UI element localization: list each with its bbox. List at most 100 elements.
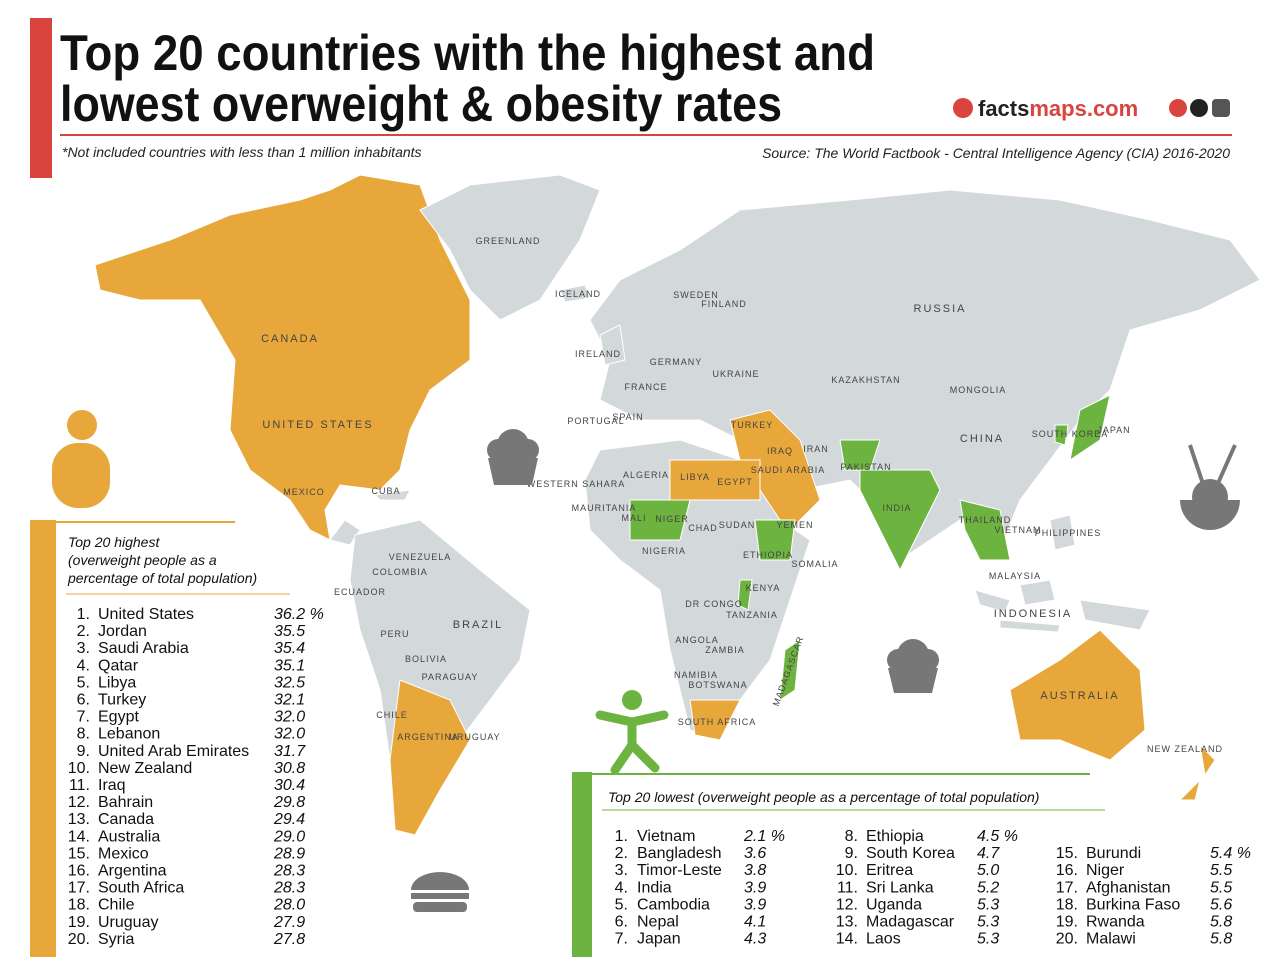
eurasia bbox=[589, 189, 1261, 561]
country: Libya bbox=[98, 674, 136, 691]
map-label: SWEDEN bbox=[673, 290, 719, 300]
map-label: BRAZIL bbox=[453, 619, 504, 631]
rank: 4. bbox=[77, 657, 90, 674]
country: Argentina bbox=[98, 863, 167, 880]
rank: 12. bbox=[836, 896, 858, 913]
cupcake-icon bbox=[887, 639, 939, 693]
north-africa-high bbox=[669, 459, 761, 501]
argentina-chile bbox=[389, 679, 471, 836]
highest-heading: Top 20 highest bbox=[68, 534, 160, 550]
value: 5.3 bbox=[977, 896, 999, 913]
value: 28.3 bbox=[273, 863, 305, 880]
instagram-icon[interactable] bbox=[1212, 99, 1230, 117]
map-label: ECUADOR bbox=[334, 587, 386, 597]
map-label: MALAYSIA bbox=[989, 571, 1041, 581]
map-label: URUGUAY bbox=[449, 732, 500, 742]
value: 35.4 bbox=[274, 640, 305, 657]
country: Madagascar bbox=[866, 914, 955, 931]
map-label: DR CONGO bbox=[685, 599, 743, 609]
map-label: NAMIBIA bbox=[674, 670, 718, 680]
rank: 11. bbox=[69, 777, 90, 794]
map-label: GREENLAND bbox=[475, 236, 540, 246]
map-label: ICELAND bbox=[555, 289, 601, 299]
rank: 14. bbox=[68, 828, 90, 845]
country: Mexico bbox=[98, 845, 149, 862]
map-label: ALGERIA bbox=[623, 470, 669, 480]
map-label: ANGOLA bbox=[675, 635, 719, 645]
map-label: SUDAN bbox=[719, 520, 756, 530]
country: Syria bbox=[98, 931, 135, 948]
value: 4.3 bbox=[744, 931, 766, 948]
value: 31.7 bbox=[274, 743, 306, 760]
country: Nepal bbox=[637, 914, 679, 931]
map-label: CHINA bbox=[960, 433, 1004, 445]
country: Bahrain bbox=[98, 794, 153, 811]
map-label: VIETNAM bbox=[994, 525, 1041, 535]
lowest-panel-bar bbox=[572, 772, 592, 957]
map-label: PARAGUAY bbox=[422, 672, 479, 682]
rank: 15. bbox=[1056, 845, 1078, 862]
map-label: CUBA bbox=[371, 486, 400, 496]
country: Uganda bbox=[866, 896, 922, 913]
map-label: PAKISTAN bbox=[840, 462, 891, 472]
country: Sri Lanka bbox=[866, 879, 934, 896]
rank: 9. bbox=[845, 845, 858, 862]
new-zealand bbox=[1178, 743, 1216, 801]
rank: 10. bbox=[836, 862, 858, 879]
country: Laos bbox=[866, 931, 901, 948]
map-label: UNITED STATES bbox=[262, 419, 373, 431]
value: 5.2 bbox=[977, 879, 999, 896]
country: Timor-Leste bbox=[637, 862, 722, 879]
burger-icon bbox=[411, 872, 469, 912]
map-label: TANZANIA bbox=[726, 610, 778, 620]
country: Eritrea bbox=[866, 862, 913, 879]
country: Egypt bbox=[98, 709, 139, 726]
map-label: NIGERIA bbox=[642, 546, 686, 556]
value: 32.1 bbox=[274, 692, 305, 709]
map-label: SPAIN bbox=[612, 412, 643, 422]
rank: 9. bbox=[77, 743, 90, 760]
indonesia bbox=[974, 514, 1151, 633]
value: 32.0 bbox=[274, 726, 305, 743]
cupcake-icon bbox=[487, 429, 539, 485]
rank: 3. bbox=[615, 862, 628, 879]
value: 5.8 bbox=[1210, 914, 1232, 931]
facebook-icon[interactable] bbox=[1169, 99, 1187, 117]
brand-name: factsmaps.com bbox=[978, 96, 1138, 121]
rank: 1. bbox=[615, 828, 628, 845]
central-america bbox=[329, 489, 411, 546]
rice-bowl-icon bbox=[1180, 444, 1240, 530]
highest-heading: percentage of total population) bbox=[67, 570, 257, 586]
value: 5.5 bbox=[1210, 879, 1232, 896]
lists: 1. United States 36.2 % 2. Jordan 35.5 3. Saudi… bbox=[68, 606, 1251, 948]
country: India bbox=[637, 879, 672, 896]
map-label: YEMEN bbox=[776, 520, 813, 530]
rank: 1. bbox=[77, 606, 90, 623]
country: South Korea bbox=[866, 845, 955, 862]
country: Cambodia bbox=[637, 896, 710, 913]
map-label: FRANCE bbox=[624, 382, 667, 392]
map-label: UKRAINE bbox=[712, 369, 759, 379]
value: 3.6 bbox=[744, 845, 766, 862]
twitter-icon[interactable] bbox=[1190, 99, 1208, 117]
rank: 13. bbox=[68, 811, 90, 828]
map-label: ARGENTINA bbox=[397, 732, 459, 742]
world-map bbox=[94, 174, 1261, 836]
rank: 8. bbox=[845, 828, 858, 845]
country: Afghanistan bbox=[1086, 879, 1171, 896]
value: 30.4 bbox=[274, 777, 305, 794]
rank: 7. bbox=[615, 931, 628, 948]
value: 5.6 bbox=[1210, 896, 1232, 913]
map-label: PORTUGAL bbox=[567, 416, 624, 426]
value: 4.7 bbox=[977, 845, 1000, 862]
country: Lebanon bbox=[98, 726, 160, 743]
source: Source: The World Factbook - Central Int… bbox=[762, 145, 1230, 161]
brand-part: facts bbox=[978, 96, 1029, 121]
value: 27.8 bbox=[273, 931, 305, 948]
australia bbox=[1009, 629, 1146, 761]
map-label: FINLAND bbox=[701, 299, 747, 309]
value: 30.8 bbox=[274, 760, 305, 777]
brand-part: maps.com bbox=[1029, 96, 1138, 121]
rank: 12. bbox=[68, 794, 90, 811]
